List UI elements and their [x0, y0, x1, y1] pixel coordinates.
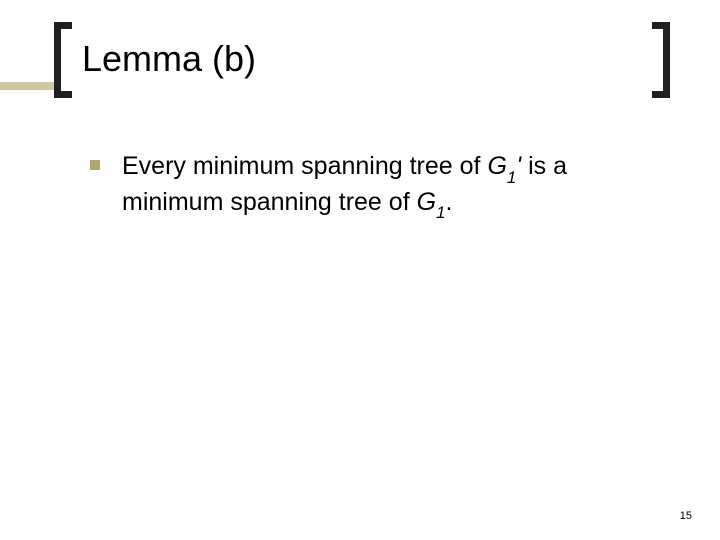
content-area: Every minimum spanning tree of G1' is a … [90, 150, 660, 222]
bracket-left-icon [54, 22, 72, 98]
bullet-text: Every minimum spanning tree of G1' is a … [122, 150, 660, 222]
slide-title: Lemma (b) [82, 38, 256, 80]
title-accent-band [0, 82, 60, 90]
var-g1: G [487, 152, 506, 180]
sub-1a: 1 [507, 168, 516, 187]
text-prefix: Every minimum spanning tree of [122, 152, 487, 180]
sub-1b: 1 [436, 203, 445, 222]
square-bullet-icon [90, 160, 100, 170]
text-suffix: . [446, 188, 453, 216]
var-g2: G [417, 188, 436, 216]
bracket-right-icon [652, 22, 670, 98]
bullet-item: Every minimum spanning tree of G1' is a … [90, 150, 660, 222]
page-number: 15 [680, 510, 692, 522]
